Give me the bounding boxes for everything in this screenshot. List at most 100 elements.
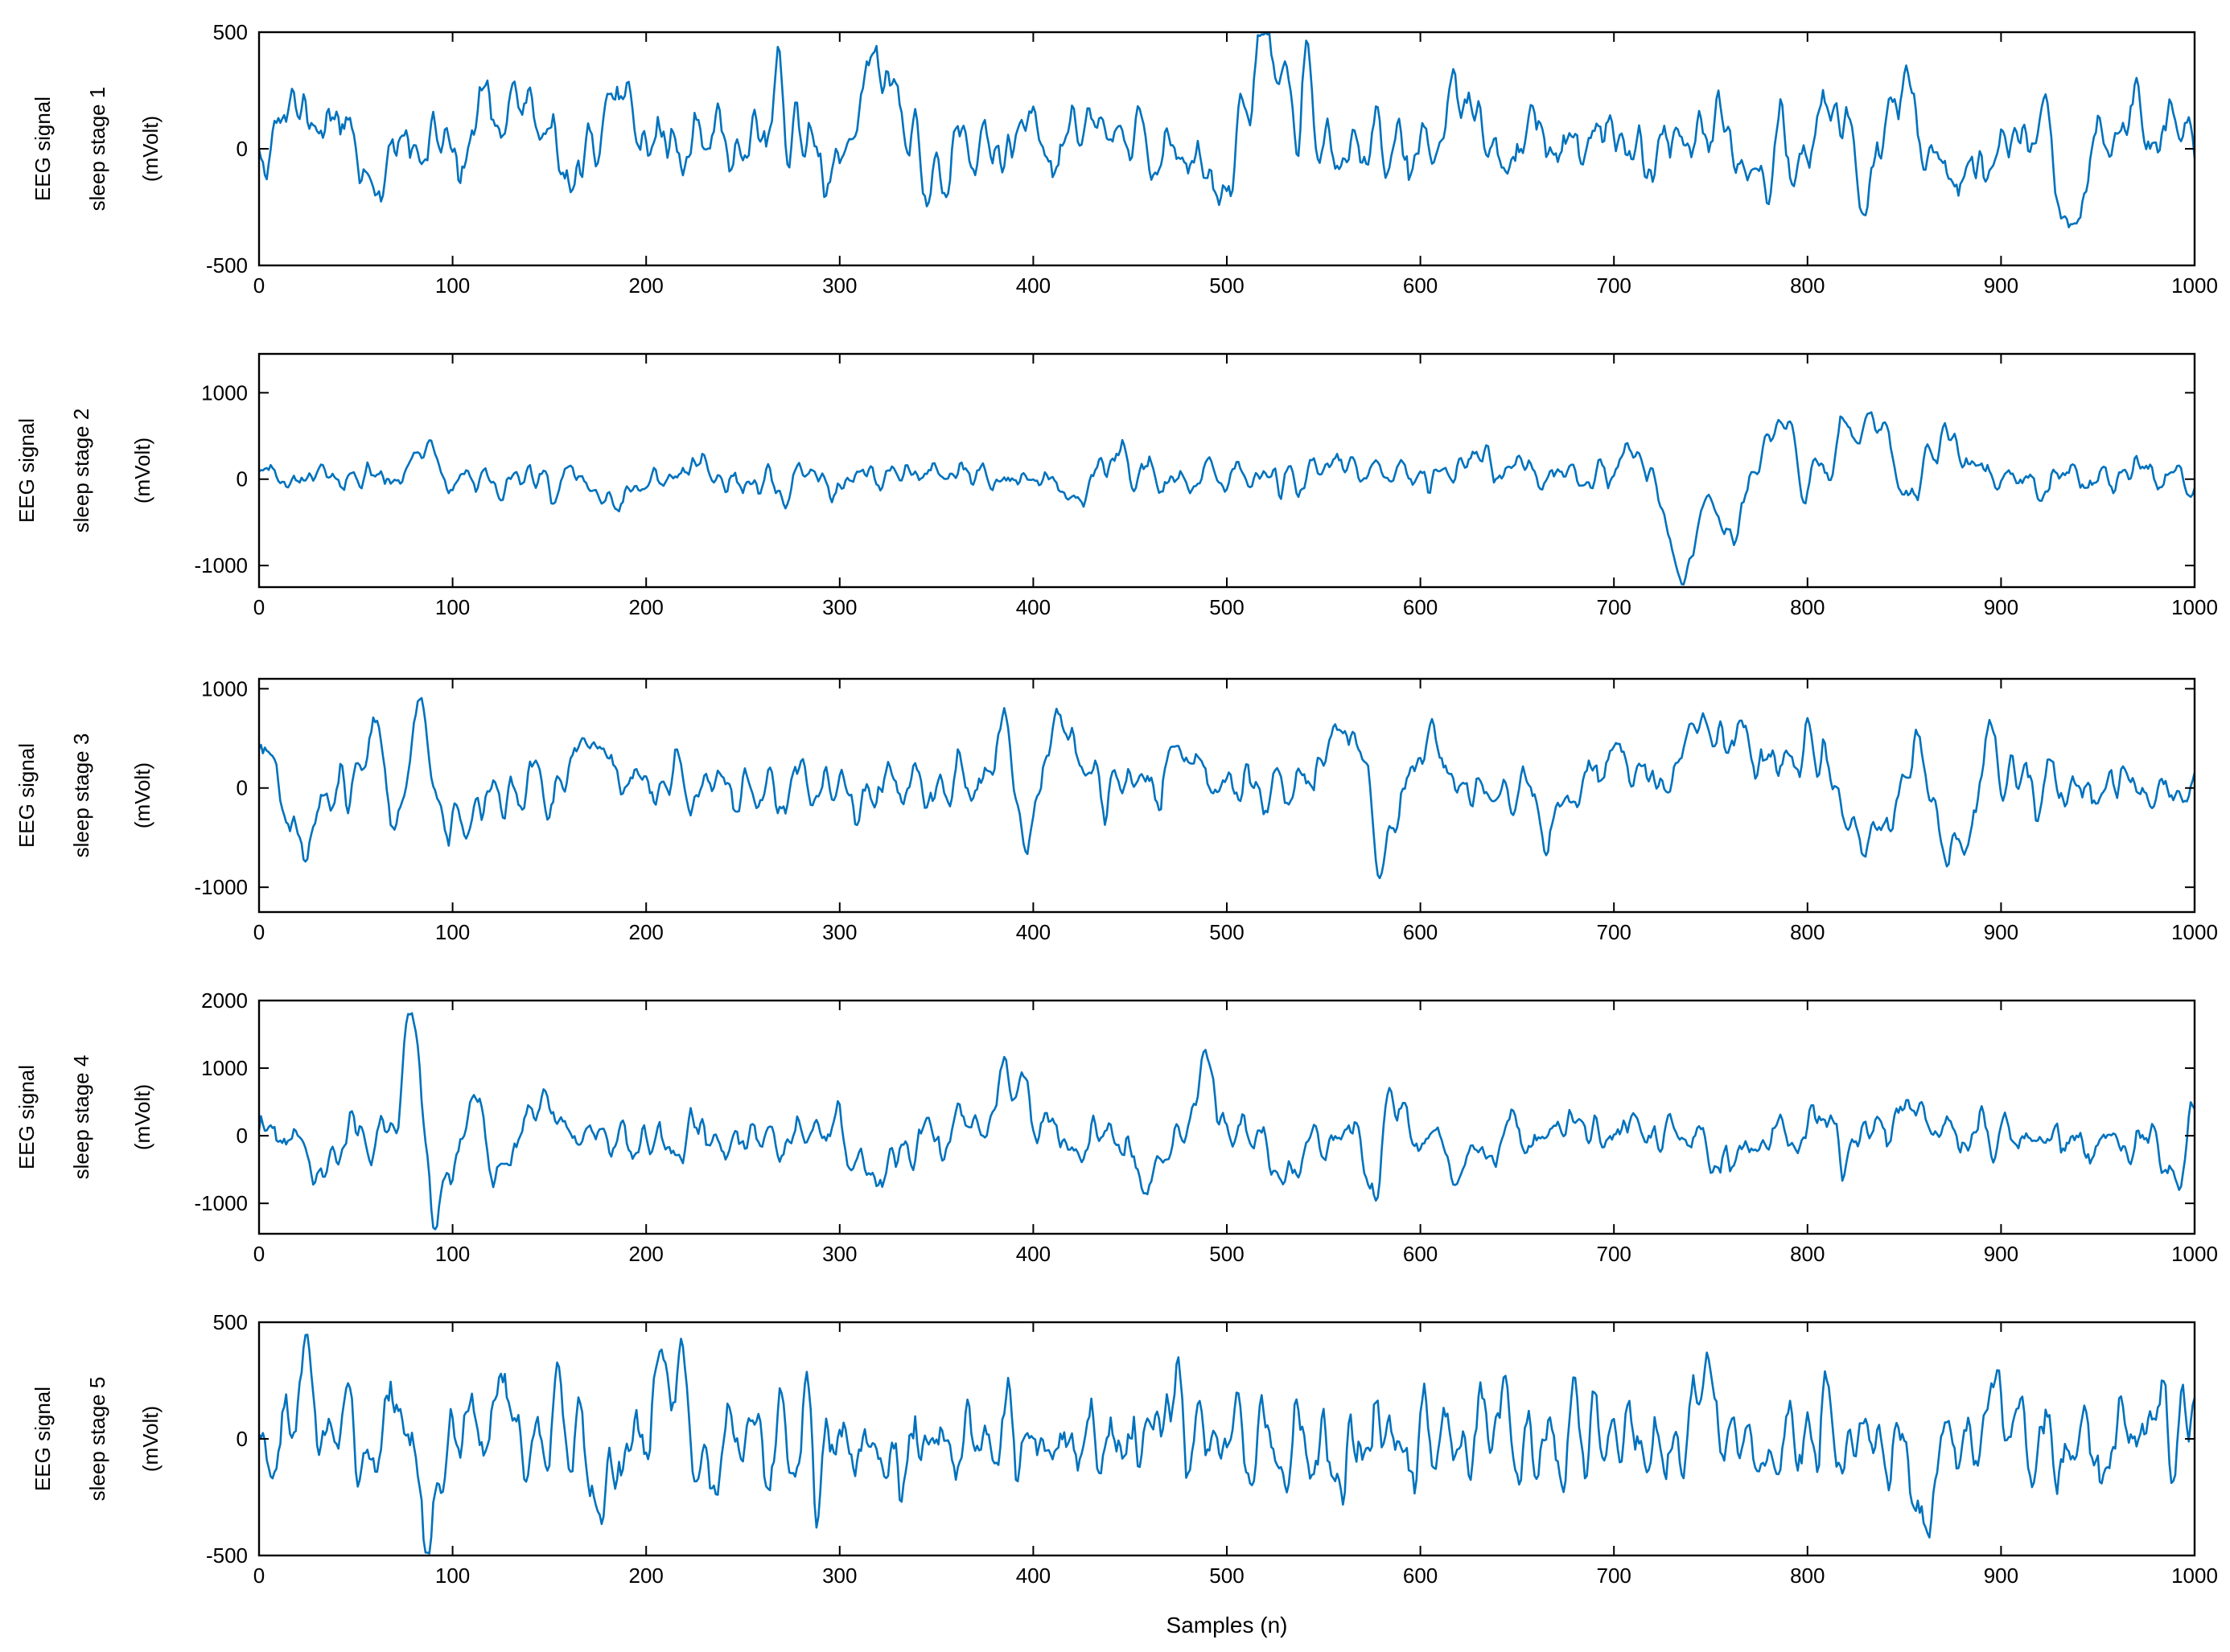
x-tick-label: 200 [629, 1242, 664, 1266]
eeg-trace-stage-5 [257, 1334, 2196, 1555]
y-axis-label: EEG signal [14, 743, 39, 848]
x-tick-label: 600 [1403, 1564, 1438, 1588]
eeg-panel-stage-3: 0 100 200 300 400 500 600 700 800 900 1000-1000010… [14, 676, 2218, 944]
x-tick-label: 400 [1016, 1564, 1051, 1588]
y-tick-label: -500 [206, 1543, 248, 1568]
plot-frame [257, 352, 2196, 589]
y-tick-label: 0 [237, 776, 248, 800]
x-tick-label: 300 [822, 1242, 857, 1266]
x-tick-label: 900 [1984, 1564, 2018, 1588]
x-tick-label: 0 [253, 1242, 265, 1266]
x-tick-label: 300 [822, 595, 857, 619]
x-tick-label: 500 [1209, 273, 1244, 298]
y-axis-label: sleep stage 3 [69, 734, 93, 858]
x-tick-label: 700 [1597, 273, 1631, 298]
x-tick-label: 400 [1016, 920, 1051, 944]
x-tick-label: 800 [1790, 595, 1825, 619]
x-tick-label: 1000 [2171, 1564, 2218, 1588]
x-tick-label: 800 [1790, 273, 1825, 298]
plot-frame [257, 31, 2196, 267]
y-axis-label: sleep stage 5 [85, 1377, 109, 1502]
y-tick-label: -500 [206, 253, 248, 277]
x-tick-label: 500 [1209, 1242, 1244, 1266]
x-tick-label: 600 [1403, 1242, 1438, 1266]
x-tick-label: 800 [1790, 1242, 1825, 1266]
y-tick-label: 0 [237, 467, 248, 491]
eeg-trace-stage-2 [258, 411, 2196, 586]
x-tick-label: 300 [822, 273, 857, 298]
y-axis-label: EEG signal [31, 97, 55, 201]
x-tick-label: 900 [1984, 273, 2018, 298]
y-axis-label: (mVolt) [130, 438, 154, 503]
x-tick-label: 700 [1597, 920, 1631, 944]
eeg-panel-stage-2: 0 100 200 300 400 500 600 700 800 900 1000-1000010… [14, 352, 2218, 619]
x-tick-label: 0 [253, 595, 265, 619]
x-tick-label: 600 [1403, 595, 1438, 619]
eeg-trace-stage-1 [257, 31, 2196, 228]
y-tick-label: 0 [237, 1124, 248, 1148]
eeg-trace-stage-3 [257, 697, 2196, 880]
x-tick-label: 800 [1790, 1564, 1825, 1588]
x-tick-label: 500 [1209, 1564, 1244, 1588]
y-tick-label: 1000 [201, 676, 248, 701]
x-tick-label: 600 [1403, 273, 1438, 298]
y-tick-label: -1000 [195, 553, 249, 577]
x-tick-label: 200 [629, 595, 664, 619]
y-axis-label: sleep stage 1 [85, 87, 109, 212]
x-tick-label: 700 [1597, 1564, 1631, 1588]
x-tick-label: 200 [629, 920, 664, 944]
x-tick-label: 0 [253, 1564, 265, 1588]
x-tick-label: 500 [1209, 595, 1244, 619]
eeg-panel-stage-5: 0 100 200 300 400 500 600 700 800 900 1000-5000500… [31, 1310, 2218, 1588]
x-tick-label: 200 [629, 273, 664, 298]
x-tick-label: 1000 [2171, 1242, 2218, 1266]
x-axis-label: Samples (n) [1166, 1613, 1288, 1638]
x-tick-label: 100 [435, 595, 470, 619]
x-tick-label: 800 [1790, 920, 1825, 944]
x-tick-label: 400 [1016, 595, 1051, 619]
eeg-panel-stage-4: 0 100 200 300 400 500 600 700 800 900 1000 -1000 0 10… [14, 988, 2218, 1266]
y-axis-label: (mVolt) [138, 1406, 163, 1472]
y-tick-label: 500 [213, 20, 248, 44]
y-axis-label: EEG signal [31, 1387, 55, 1491]
eeg-trace-stage-4 [257, 1012, 2196, 1231]
y-axis-label: sleep stage 2 [69, 409, 93, 533]
x-tick-label: 900 [1984, 1242, 2018, 1266]
y-tick-label: -1000 [195, 875, 249, 899]
x-tick-label: 200 [629, 1564, 664, 1588]
x-tick-label: 100 [435, 273, 470, 298]
y-axis-label: sleep stage 4 [69, 1055, 93, 1180]
y-tick-label: 1000 [201, 1056, 248, 1080]
y-axis-label: (mVolt) [130, 762, 154, 828]
y-axis-label: (mVolt) [138, 116, 163, 182]
y-tick-label: 1000 [201, 380, 248, 405]
x-tick-label: 600 [1403, 920, 1438, 944]
x-tick-label: 900 [1984, 920, 2018, 944]
x-tick-label: 700 [1597, 595, 1631, 619]
x-tick-label: 300 [822, 1564, 857, 1588]
eeg-panel-stage-1: 0 100 200 300 400 500 600 700 800 900 1000-5000500… [31, 20, 2218, 298]
x-tick-label: 500 [1209, 920, 1244, 944]
y-axis-label: EEG signal [14, 418, 39, 523]
y-axis-label: (mVolt) [130, 1084, 154, 1150]
x-tick-label: 0 [253, 920, 265, 944]
x-tick-label: 1000 [2171, 920, 2218, 944]
y-tick-label: 0 [237, 1427, 248, 1451]
x-tick-label: 400 [1016, 273, 1051, 298]
x-tick-label: 1000 [2171, 273, 2218, 298]
y-tick-label: 0 [237, 137, 248, 161]
x-tick-label: 400 [1016, 1242, 1051, 1266]
y-axis-label: EEG signal [14, 1065, 39, 1169]
x-tick-label: 100 [435, 920, 470, 944]
x-tick-label: 300 [822, 920, 857, 944]
x-tick-label: 100 [435, 1242, 470, 1266]
y-tick-label: 500 [213, 1310, 248, 1334]
plot-frame [257, 677, 2196, 914]
x-tick-label: 0 [253, 273, 265, 298]
plot-frame [257, 999, 2196, 1235]
x-tick-label: 700 [1597, 1242, 1631, 1266]
x-tick-label: 100 [435, 1564, 470, 1588]
x-tick-label: 1000 [2171, 595, 2218, 619]
x-tick-label: 900 [1984, 595, 2018, 619]
